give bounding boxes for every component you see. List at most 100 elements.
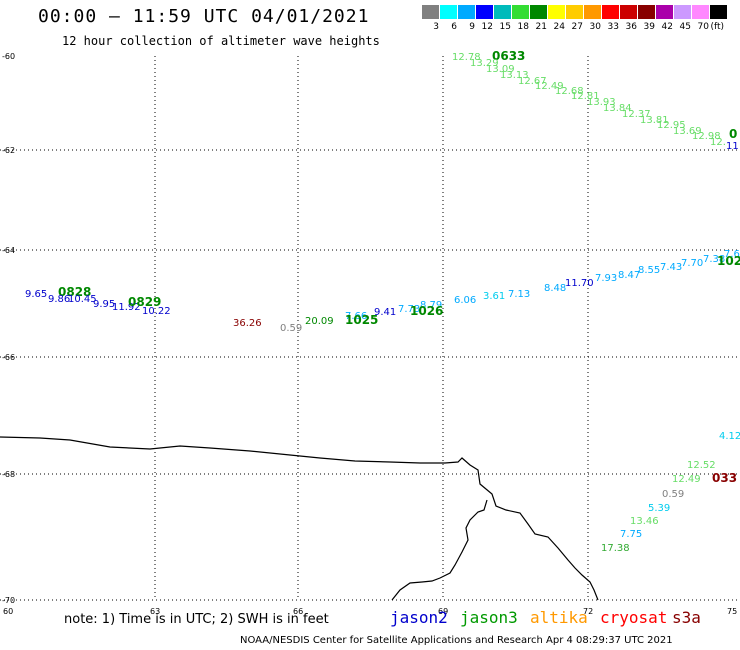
pass-time-label: 1026	[410, 304, 443, 318]
legend-swatch	[692, 5, 709, 19]
satellite-altika: altika	[530, 608, 588, 627]
longitude-label: 66	[293, 607, 303, 616]
longitude-label: 75	[727, 607, 737, 616]
legend-swatch	[566, 5, 583, 19]
map-subtitle: 12 hour collection of altimeter wave hei…	[62, 34, 380, 48]
wave-height-value: 5.39	[648, 503, 670, 514]
satellite-s3a: s3a	[672, 608, 701, 627]
wave-height-value: 0.59	[280, 323, 302, 334]
wave-height-value: 13.29	[470, 58, 499, 69]
legend-label: (ft)	[710, 22, 724, 32]
wave-height-value: 12.49	[535, 81, 564, 92]
longitude-label: 72	[583, 607, 593, 616]
wave-height-value: 8.48	[544, 283, 566, 294]
legend-label: 42	[661, 22, 673, 32]
legend-swatch	[422, 5, 439, 19]
latitude-label: -62	[2, 146, 15, 155]
wave-height-value: 8.47	[618, 270, 640, 281]
wave-height-value: 11	[726, 141, 739, 152]
legend-label: 24	[553, 22, 565, 32]
legend-swatch	[548, 5, 565, 19]
legend-label: 6	[451, 22, 457, 32]
wave-height-value: 20.09	[305, 316, 334, 327]
pass-time-label: 1025	[345, 313, 378, 327]
wave-height-value: 7.6	[724, 249, 740, 260]
pass-time-label: 0828	[58, 285, 91, 299]
wave-height-value: 13.09	[486, 64, 515, 75]
wave-height-value: 9.95	[93, 299, 115, 310]
wave-height-value: 12.68	[555, 86, 584, 97]
legend-swatch	[530, 5, 547, 19]
legend-swatch	[440, 5, 457, 19]
legend-swatch	[638, 5, 655, 19]
longitude-label: 60	[3, 607, 13, 616]
pass-time-label: 102	[717, 254, 740, 268]
legend-swatch	[656, 5, 673, 19]
legend-label: 12	[481, 22, 493, 32]
pass-time-label: 0633	[492, 49, 525, 63]
legend-label: 70	[697, 22, 709, 32]
wave-height-value: 8.55	[638, 265, 660, 276]
wave-height-value: 9.41	[374, 307, 396, 318]
wave-height-value: 6.06	[454, 295, 476, 306]
legend-label: 30	[589, 22, 601, 32]
wave-height-value: 7.38	[703, 254, 725, 265]
latitude-label: -64	[2, 246, 15, 255]
legend-label: 9	[469, 22, 475, 32]
wave-height-value: 7.70	[681, 258, 703, 269]
coastline-inlet	[391, 499, 488, 601]
wave-height-value: 12.81	[571, 91, 600, 102]
wave-height-value: 13.84	[603, 103, 632, 114]
legend-label: 39	[643, 22, 655, 32]
satellite-cryosat: cryosat	[600, 608, 668, 627]
satellite-jason3: jason3	[460, 608, 518, 627]
coastline	[0, 436, 599, 601]
satellite-jason2: jason2	[390, 608, 448, 627]
pass-time-label: 0829	[128, 295, 161, 309]
wave-height-value: 0.59	[662, 489, 684, 500]
wave-height-value: 12.67	[518, 76, 547, 87]
longitude-label: 63	[150, 607, 160, 616]
legend-swatch	[674, 5, 691, 19]
pass-time-label: 0	[729, 127, 737, 141]
wave-height-value: 12.37	[622, 109, 651, 120]
wave-height-value: 36.26	[233, 318, 262, 329]
legend-label: 21	[535, 22, 547, 32]
wave-height-value: 13.69	[673, 126, 702, 137]
legend-swatch	[476, 5, 493, 19]
wave-height-value: 12.95	[657, 120, 686, 131]
legend-swatch	[494, 5, 511, 19]
wave-height-value: 13.13	[500, 70, 529, 81]
legend-swatch	[584, 5, 601, 19]
legend-label: 18	[517, 22, 529, 32]
wave-height-value: 7.73	[398, 304, 420, 315]
wave-height-value: 7.66	[345, 311, 367, 322]
wave-height-value: 12.52	[687, 460, 716, 471]
credit-line: NOAA/NESDIS Center for Satellite Applica…	[240, 635, 673, 646]
legend-swatch	[458, 5, 475, 19]
wave-height-value: 7.43	[660, 262, 682, 273]
legend-label: 33	[607, 22, 619, 32]
latitude-label: -68	[2, 470, 15, 479]
legend-label: 27	[571, 22, 583, 32]
wave-height-value: 10.22	[142, 306, 171, 317]
wave-height-value: 4.12	[719, 431, 740, 442]
legend-label: 3	[433, 22, 439, 32]
wave-height-value: 9.86	[48, 294, 70, 305]
wave-height-value: 13.81	[640, 115, 669, 126]
wave-height-value: 9.65	[25, 289, 47, 300]
legend-swatch	[710, 5, 727, 19]
wave-height-value: 11.92	[112, 302, 141, 313]
wave-height-value: 8.79	[420, 300, 442, 311]
wave-height-value: 7.75	[620, 529, 642, 540]
legend-swatch	[602, 5, 619, 19]
legend-swatch	[620, 5, 637, 19]
graticule	[0, 56, 740, 601]
axis-labels: -60 -62 -64 -66 -68 -70 60 63 66 69 72 75	[2, 52, 737, 616]
wave-height-value: 7.93	[595, 273, 617, 284]
wave-height-value: 17.38	[601, 543, 630, 554]
legend-label: 45	[679, 22, 691, 32]
wave-height-value: 11.70	[565, 278, 594, 289]
pass-time-label: 033	[712, 471, 737, 485]
latitude-label: -70	[2, 596, 15, 605]
